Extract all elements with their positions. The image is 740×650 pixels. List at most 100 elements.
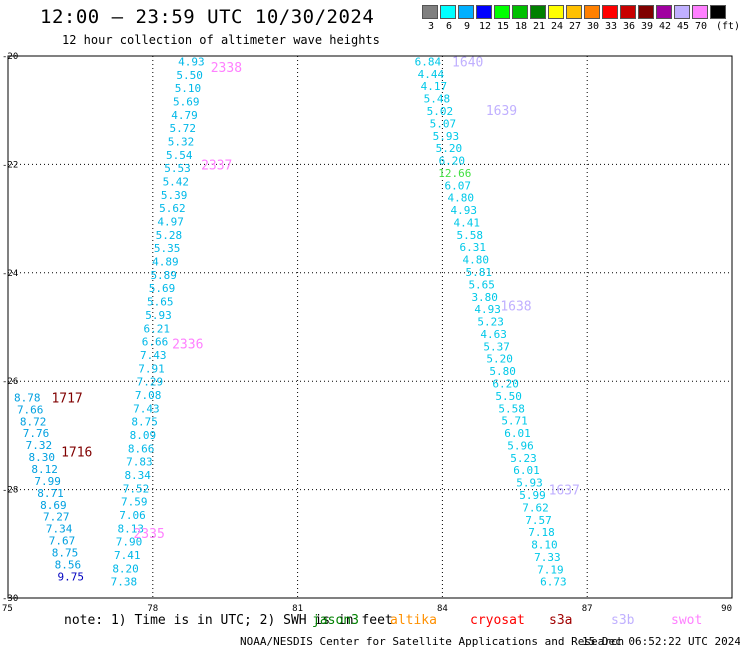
wave-height-value: 5.93: [145, 309, 172, 322]
wave-height-value: 5.23: [477, 316, 504, 329]
wave-height-value: 5.72: [170, 122, 197, 135]
lon-tick-label: 75: [2, 604, 13, 614]
wave-height-value: 5.69: [149, 282, 176, 295]
lon-tick-label: 87: [582, 604, 593, 614]
satellite-legend-s3b: s3b: [611, 613, 635, 628]
wave-height-value: 8.71: [37, 487, 64, 500]
wave-height-value: 7.43: [140, 349, 167, 362]
wave-height-value: 5.65: [147, 296, 174, 309]
wave-height-value: 5.39: [161, 189, 188, 202]
color-scale-label: 12: [478, 21, 492, 32]
color-scale-box: [656, 5, 672, 19]
wave-height-value: 4.79: [171, 109, 198, 122]
lat-tick-label: -24: [2, 269, 18, 279]
color-scale-box: [674, 5, 690, 19]
wave-height-value: 4.97: [157, 216, 184, 229]
wave-height-value: 7.29: [137, 376, 164, 389]
wave-height-value: 7.90: [116, 536, 143, 549]
satellite-legend-altika: altika: [390, 613, 437, 628]
wave-height-value: 8.78: [14, 391, 41, 404]
map-frame: [7, 55, 733, 599]
color-scale-label: 6: [445, 21, 453, 32]
color-scale-box: [710, 5, 726, 19]
color-scale-label: 18: [514, 21, 528, 32]
wave-height-value: 4.93: [178, 55, 205, 68]
wave-height-value: 4.17: [421, 80, 448, 93]
wave-height-value: 7.06: [119, 509, 146, 522]
color-scale-box: [512, 5, 528, 19]
credit-line: NOAA/NESDIS Center for Satellite Applica…: [240, 635, 625, 648]
wave-height-value: 5.35: [154, 242, 181, 255]
color-scale-label: 15: [496, 21, 510, 32]
color-scale-box: [530, 5, 546, 19]
wave-height-value: 7.76: [23, 427, 50, 440]
color-scale-box: [620, 5, 636, 19]
color-scale-label: 42: [658, 21, 672, 32]
wave-height-value: 6.01: [504, 427, 531, 440]
wave-height-value: 5.71: [501, 415, 528, 428]
wave-height-value: 5.58: [498, 402, 525, 415]
lon-tick-label: 78: [147, 604, 158, 614]
wave-height-value: 5.10: [175, 82, 202, 95]
footer-note: note: 1) Time is in UTC; 2) SWH is in fe…: [64, 613, 393, 628]
wave-height-value: 6.01: [513, 464, 540, 477]
wave-height-value: 8.75: [52, 546, 79, 559]
generated-timestamp: 15 Dec 06:52:22 UTC 2024: [582, 635, 740, 648]
wave-height-value: 7.57: [525, 514, 552, 527]
wave-height-value: 4.93: [474, 303, 501, 316]
track-time-label: 2336: [172, 337, 203, 352]
wave-height-value: 7.99: [34, 475, 61, 488]
wave-height-value: 8.75: [131, 416, 158, 429]
track-time-label: 1637: [549, 484, 580, 499]
wave-height-value: 6.20: [439, 155, 466, 168]
wave-height-value: 5.65: [468, 278, 495, 291]
wave-height-value: 8.10: [531, 539, 558, 552]
color-scale-label: 24: [550, 21, 564, 32]
wave-height-value: 7.62: [522, 501, 549, 514]
wave-height-value: 7.59: [121, 496, 148, 509]
wave-height-value: 6.73: [540, 576, 567, 589]
wave-height-value: 5.50: [495, 390, 522, 403]
wave-height-value: 7.83: [126, 456, 153, 469]
wave-height-value: 7.43: [133, 402, 160, 415]
color-scale-box: [692, 5, 708, 19]
wave-height-value: 5.96: [507, 439, 534, 452]
wave-height-value: 5.28: [156, 229, 183, 242]
color-scale-label: 21: [532, 21, 546, 32]
color-scale-box: [440, 5, 456, 19]
wave-height-value: 5.20: [436, 142, 463, 155]
wave-height-value: 4.89: [152, 256, 179, 269]
wave-height-value: 5.80: [489, 365, 516, 378]
satellite-legend-jason3: jason3: [312, 613, 359, 628]
wave-height-value: 7.08: [135, 389, 162, 402]
wave-height-value: 6.20: [492, 378, 519, 391]
wave-height-value: 5.20: [486, 353, 513, 366]
color-scale-label: 33: [604, 21, 618, 32]
color-scale-box: [494, 5, 510, 19]
wave-height-value: 7.18: [528, 526, 555, 539]
wave-height-value: 5.99: [519, 489, 546, 502]
wave-height-value: 7.38: [111, 576, 138, 589]
wave-height-value: 8.30: [29, 451, 56, 464]
color-scale-label: 39: [640, 21, 654, 32]
wave-height-value: 7.52: [123, 482, 150, 495]
wave-height-value: 5.54: [166, 149, 193, 162]
wave-height-value: 7.27: [43, 511, 70, 524]
color-scale-label: 70: [694, 21, 708, 32]
wave-height-value: 3.80: [471, 291, 498, 304]
wave-height-value: 4.80: [462, 254, 489, 267]
lat-tick-label: -28: [2, 486, 18, 496]
wave-height-value: 8.69: [40, 499, 67, 512]
track-time-label: 1716: [61, 446, 92, 461]
lat-tick-label: -20: [2, 52, 18, 62]
track-time-label: 1717: [51, 391, 82, 406]
wave-height-value: 6.07: [445, 179, 472, 192]
color-scale-label: 9: [463, 21, 471, 32]
wave-height-value: 5.42: [163, 175, 190, 188]
wave-height-value: 8.66: [128, 442, 155, 455]
color-scale-box: [476, 5, 492, 19]
track-time-label: 2335: [133, 527, 164, 542]
color-scale-box: [638, 5, 654, 19]
wave-height-value: 8.12: [31, 463, 58, 476]
satellite-legend-cryosat: cryosat: [470, 613, 525, 628]
